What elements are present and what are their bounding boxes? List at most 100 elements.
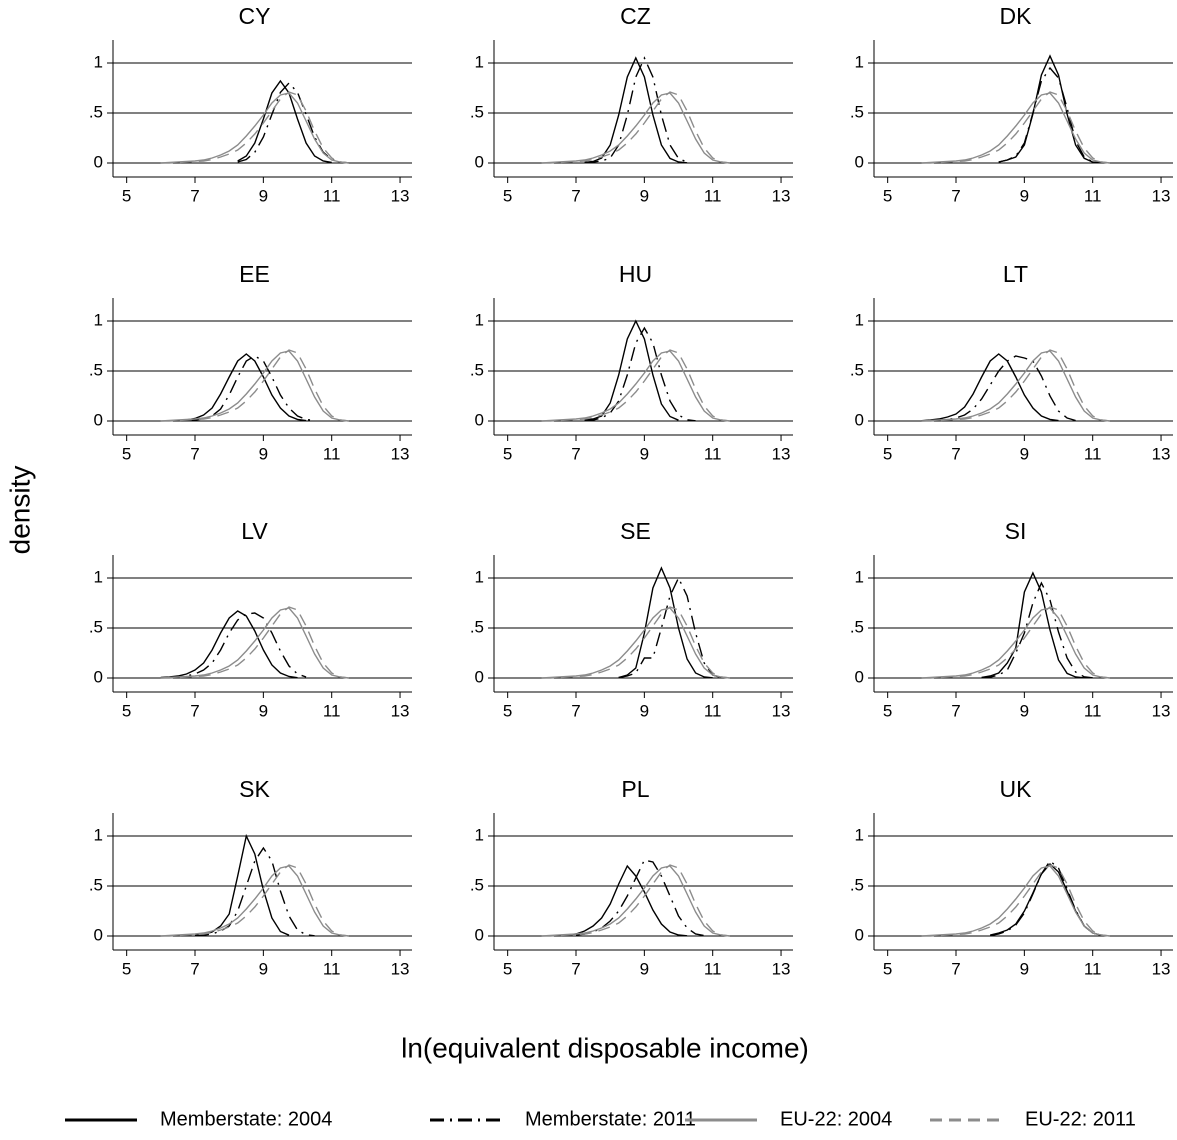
panel-title: CY: [239, 3, 271, 29]
x-tick-label: 11: [1084, 444, 1102, 463]
panel-title: SK: [239, 776, 270, 802]
y-tick-label: 0: [94, 152, 103, 171]
x-tick-label: 9: [259, 186, 268, 205]
x-tick-label: 9: [1020, 959, 1029, 978]
panel-title: SE: [620, 518, 651, 544]
density-line: [921, 350, 1110, 422]
y-tick-label: 0: [94, 667, 103, 686]
density-line: [584, 56, 688, 164]
y-axis-label: density: [4, 466, 35, 555]
y-tick-label: 1: [94, 310, 103, 329]
density-line: [160, 606, 349, 679]
x-tick-label: 9: [1020, 701, 1029, 720]
y-tick-label: .5: [850, 617, 864, 636]
y-tick-label: 1: [94, 567, 103, 586]
x-tick-label: 9: [1020, 444, 1029, 463]
density-line: [921, 865, 1110, 937]
density-line: [177, 353, 307, 422]
x-tick-label: 5: [883, 444, 892, 463]
y-tick-label: .5: [850, 360, 864, 379]
x-tick-label: 5: [122, 444, 131, 463]
x-tick-label: 11: [704, 701, 722, 720]
x-tick-label: 9: [259, 444, 268, 463]
y-tick-label: 1: [94, 52, 103, 71]
y-tick-label: .5: [89, 875, 103, 894]
legend-label: Memberstate: 2011: [525, 1108, 696, 1130]
x-tick-label: 9: [640, 701, 649, 720]
panel-title: HU: [619, 261, 652, 287]
density-line: [541, 864, 730, 937]
density-line: [541, 350, 730, 422]
x-tick-label: 13: [1152, 959, 1171, 978]
density-line: [921, 606, 1110, 679]
y-tick-label: 1: [475, 567, 484, 586]
density-line: [981, 571, 1085, 679]
x-tick-label: 13: [391, 701, 410, 720]
x-tick-label: 13: [391, 186, 410, 205]
density-line: [921, 92, 1110, 164]
y-tick-label: 0: [475, 667, 484, 686]
y-tick-label: 0: [94, 925, 103, 944]
density-line: [584, 319, 679, 421]
y-tick-label: .5: [850, 102, 864, 121]
x-tick-label: 11: [1084, 959, 1102, 978]
density-line: [160, 91, 349, 164]
y-tick-label: 0: [475, 410, 484, 429]
x-tick-label: 7: [571, 444, 580, 463]
x-tick-label: 9: [259, 701, 268, 720]
y-tick-label: .5: [470, 875, 484, 894]
density-line: [160, 92, 349, 164]
y-tick-label: 1: [475, 825, 484, 844]
legend-label: EU-22: 2004: [780, 1108, 892, 1130]
x-tick-label: 9: [259, 959, 268, 978]
y-tick-label: 0: [855, 410, 864, 429]
y-tick-label: 1: [94, 825, 103, 844]
x-tick-label: 7: [190, 444, 199, 463]
density-line: [930, 355, 1076, 422]
legend-label: EU-22: 2011: [1025, 1108, 1136, 1130]
x-tick-label: 5: [503, 444, 512, 463]
x-tick-label: 5: [503, 701, 512, 720]
x-tick-label: 13: [1152, 701, 1171, 720]
density-line: [194, 846, 315, 937]
x-tick-label: 11: [704, 444, 722, 463]
x-tick-label: 9: [1020, 186, 1029, 205]
x-tick-label: 13: [391, 444, 410, 463]
y-tick-label: .5: [470, 617, 484, 636]
density-line: [921, 607, 1110, 679]
y-tick-label: .5: [470, 102, 484, 121]
y-tick-label: 1: [855, 825, 864, 844]
x-tick-label: 13: [1152, 444, 1171, 463]
density-line: [160, 864, 349, 937]
x-tick-label: 11: [323, 701, 341, 720]
density-line: [618, 566, 713, 679]
density-line: [541, 607, 730, 679]
x-tick-label: 9: [640, 186, 649, 205]
x-tick-label: 5: [503, 959, 512, 978]
y-tick-label: .5: [89, 617, 103, 636]
x-tick-label: 7: [571, 959, 580, 978]
density-line: [160, 610, 298, 679]
panel-title: EE: [239, 261, 270, 287]
density-line: [998, 54, 1102, 164]
y-tick-label: .5: [470, 360, 484, 379]
density-line: [541, 349, 730, 422]
panel-title: LT: [1003, 261, 1028, 287]
x-tick-label: 11: [323, 444, 341, 463]
density-line: [160, 349, 349, 422]
y-tick-label: 1: [475, 310, 484, 329]
y-tick-label: 0: [475, 925, 484, 944]
density-line: [237, 81, 349, 164]
x-tick-label: 7: [190, 701, 199, 720]
density-line: [160, 607, 349, 679]
density-line: [160, 350, 349, 422]
x-tick-label: 11: [1084, 701, 1102, 720]
panel-title: UK: [1000, 776, 1033, 802]
x-tick-label: 7: [190, 186, 199, 205]
density-line: [541, 606, 730, 679]
density-line: [194, 833, 290, 937]
y-tick-label: 0: [475, 152, 484, 171]
x-tick-label: 9: [640, 444, 649, 463]
x-tick-label: 13: [772, 186, 791, 205]
x-tick-label: 5: [883, 701, 892, 720]
